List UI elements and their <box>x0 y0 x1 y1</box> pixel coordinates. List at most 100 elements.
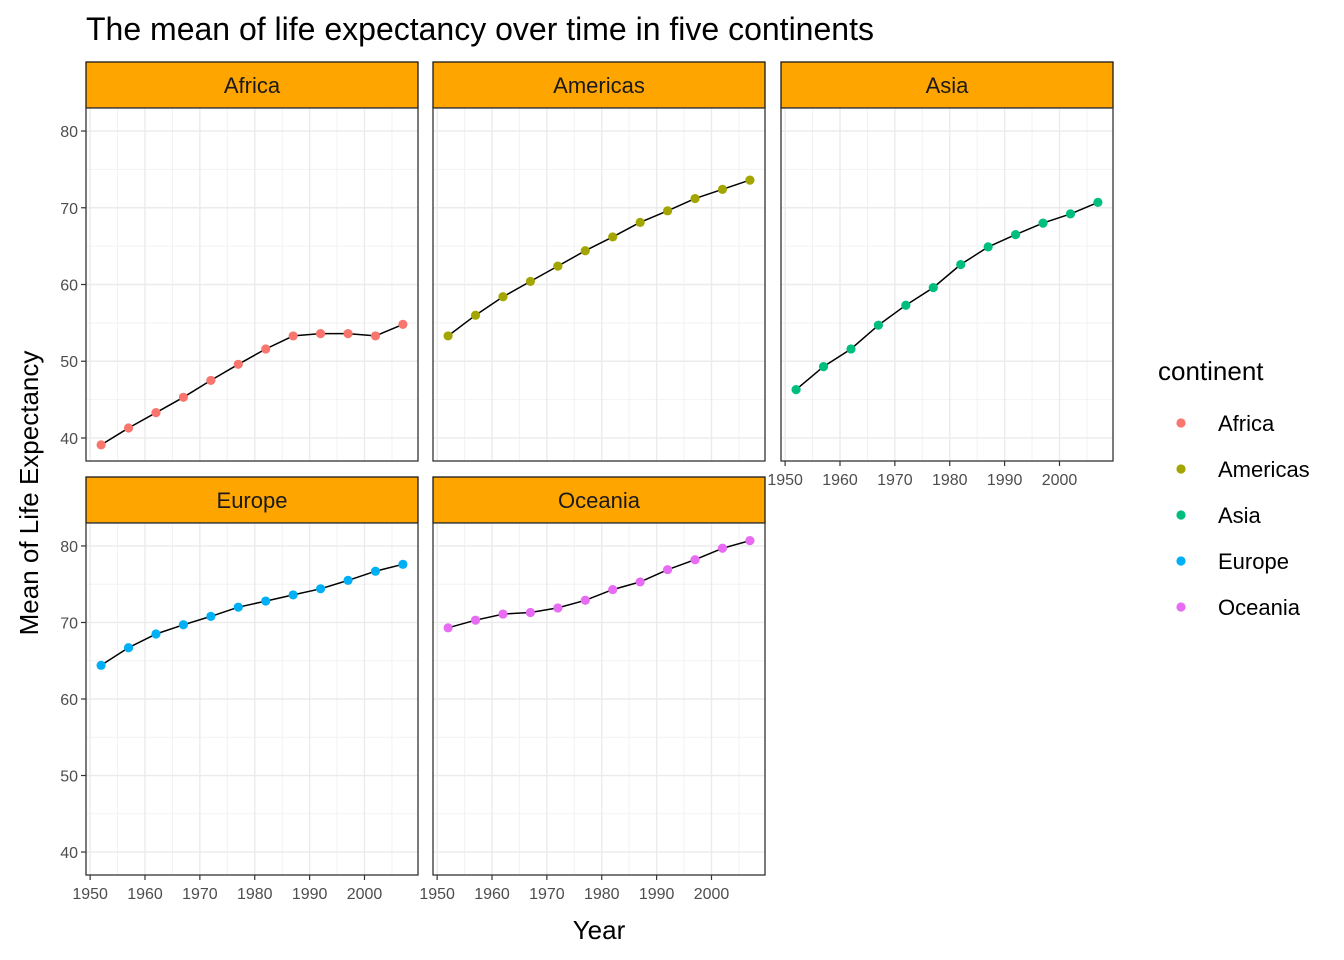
y-tick-label: 70 <box>60 201 78 218</box>
x-tick-label: 2000 <box>1042 472 1078 489</box>
data-point-oceania <box>553 603 563 613</box>
facet-strip <box>432 61 766 109</box>
data-point-americas <box>745 175 755 185</box>
data-point-oceania <box>470 615 481 625</box>
legend-label: Africa <box>1218 411 1275 436</box>
facet-africa: Africa <box>85 61 419 462</box>
data-point-asia <box>956 259 966 270</box>
data-point-americas <box>608 232 618 242</box>
legend-key-asia <box>1176 510 1186 520</box>
x-tick-label: 2000 <box>347 886 383 903</box>
panel-border <box>432 107 766 462</box>
data-point-oceania <box>443 623 453 633</box>
data-point-americas <box>662 206 673 216</box>
data-point-africa <box>343 329 353 339</box>
data-point-asia <box>1093 197 1103 207</box>
data-point-europe <box>178 620 189 630</box>
y-tick-label: 80 <box>60 539 78 556</box>
data-point-europe <box>233 602 243 612</box>
facet-strip-label: Europe <box>217 488 288 513</box>
legend-key-europe <box>1176 556 1186 566</box>
legend-label: Europe <box>1218 549 1289 574</box>
data-point-asia <box>1010 230 1021 240</box>
x-tick-label: 1970 <box>877 472 913 489</box>
legend-key-oceania <box>1176 602 1186 612</box>
data-point-oceania <box>690 555 700 565</box>
x-tick-label: 1950 <box>767 472 803 489</box>
facet-asia: Asia <box>780 61 1114 462</box>
facet-strip <box>85 61 419 109</box>
data-point-africa <box>288 331 298 341</box>
x-tick-label: 1990 <box>639 886 675 903</box>
x-tick-label: 1970 <box>529 886 565 903</box>
series-line-asia <box>795 201 1099 391</box>
legend-key-africa <box>1176 418 1186 428</box>
data-point-africa <box>233 359 243 369</box>
x-tick-label: 1950 <box>72 886 108 903</box>
facet-oceania: Oceania <box>432 476 766 876</box>
y-tick-label: 40 <box>60 845 78 862</box>
facet-strip-label: Oceania <box>558 488 641 513</box>
data-point-africa <box>398 319 408 330</box>
legend-key-americas <box>1176 464 1186 474</box>
facet-strip-label: Africa <box>224 73 281 98</box>
facet-strip <box>780 61 1114 109</box>
axes: 40 50 60 70 80 40 50 60 70 80 1950 1960 1970 1980 1990… <box>60 124 1077 903</box>
data-point-oceania <box>635 577 645 587</box>
data-point-asia <box>818 362 829 372</box>
data-point-americas <box>580 246 590 256</box>
data-point-asia <box>846 344 856 354</box>
y-tick-label: 80 <box>60 124 78 141</box>
legend-label: Oceania <box>1218 595 1301 620</box>
data-point-oceania <box>717 543 728 553</box>
facet-strip <box>85 476 419 524</box>
data-point-americas <box>498 292 508 302</box>
x-tick-label: 1960 <box>822 472 858 489</box>
legend-label: Americas <box>1218 457 1310 482</box>
data-point-europe <box>343 575 353 585</box>
data-point-americas <box>525 276 536 287</box>
data-point-oceania <box>525 607 536 618</box>
data-point-americas <box>443 331 453 341</box>
data-point-africa <box>315 329 326 339</box>
x-tick-label: 1960 <box>127 886 163 903</box>
data-point-europe <box>288 590 298 600</box>
data-point-oceania <box>662 565 673 575</box>
data-point-asia <box>928 282 938 293</box>
x-axis-title: Year <box>573 915 626 945</box>
data-point-asia <box>873 320 884 330</box>
series-line-oceania <box>447 539 751 629</box>
data-point-asia <box>983 242 993 252</box>
data-point-europe <box>123 643 134 653</box>
data-point-africa <box>96 440 106 450</box>
chart-title: The mean of life expectancy over time in… <box>86 11 874 47</box>
facet-americas: Americas <box>432 61 766 462</box>
data-point-europe <box>96 660 106 670</box>
legend: continent Africa Americas Asia Europe Oceani… <box>1158 356 1310 620</box>
series-line-europe <box>100 563 404 666</box>
panel-border <box>432 522 766 876</box>
x-tick-label: 1980 <box>584 886 620 903</box>
data-point-americas <box>690 193 700 204</box>
data-point-asia <box>1038 218 1048 228</box>
data-point-africa <box>123 423 134 433</box>
facet-panels: Africa Americas Asia Europe Oceania <box>85 61 1114 876</box>
data-point-africa <box>370 331 381 341</box>
data-point-oceania <box>745 536 755 546</box>
legend-title: continent <box>1158 356 1264 386</box>
x-tick-label: 1980 <box>932 472 968 489</box>
data-point-africa <box>178 392 189 402</box>
facet-strip <box>432 476 766 524</box>
data-point-americas <box>470 310 481 320</box>
y-axis-title: Mean of Life Expectancy <box>14 351 44 636</box>
x-tick-label: 1960 <box>474 886 510 903</box>
data-point-africa <box>261 344 271 354</box>
facet-strip-label: Americas <box>553 73 645 98</box>
data-point-americas <box>717 184 728 194</box>
data-point-oceania <box>608 584 618 595</box>
data-point-africa <box>206 375 216 386</box>
x-tick-label: 1970 <box>182 886 218 903</box>
series-line-americas <box>447 179 751 337</box>
y-tick-label: 40 <box>60 431 78 448</box>
data-point-europe <box>151 629 161 639</box>
